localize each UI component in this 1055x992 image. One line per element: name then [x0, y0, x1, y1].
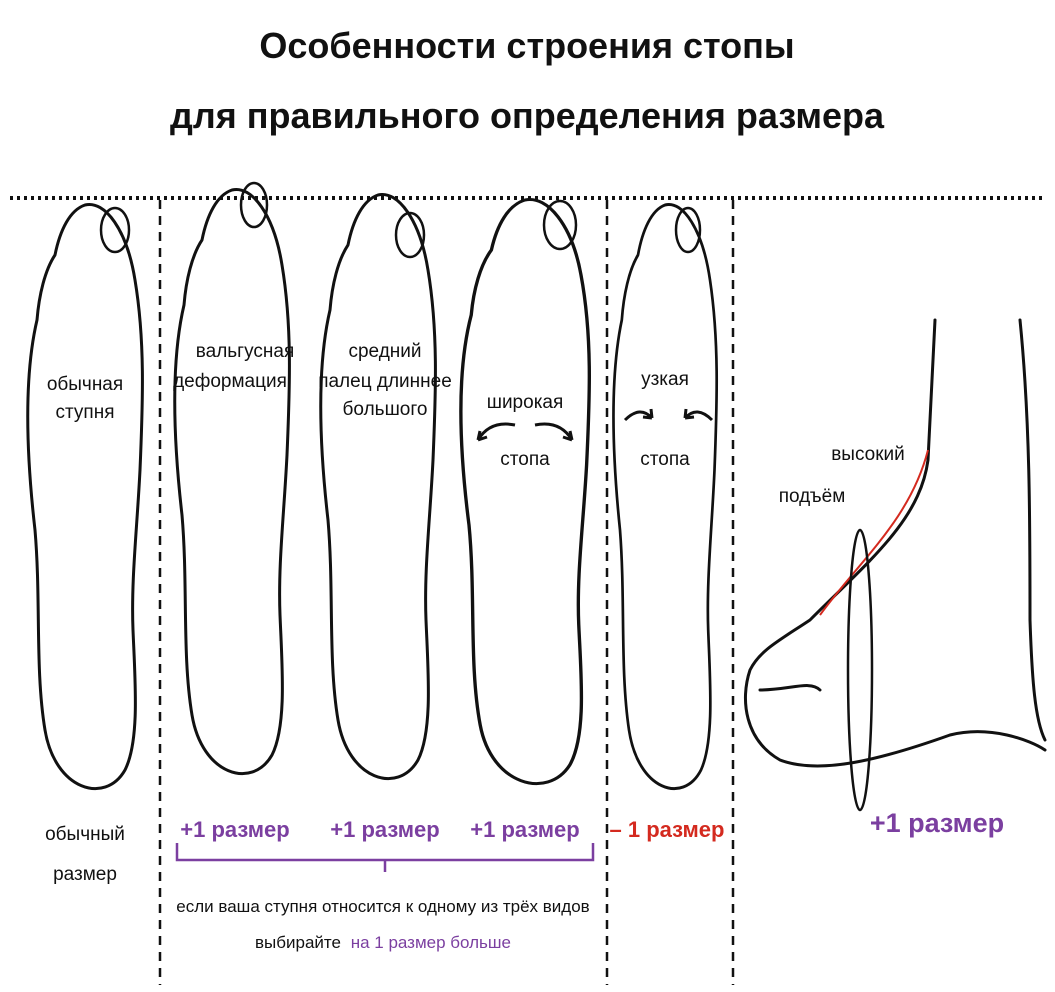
- foot-label: широкая: [487, 392, 564, 413]
- foot-label: высокий: [831, 444, 905, 465]
- foot: [459, 197, 592, 786]
- foot-label: палец длиннее: [318, 371, 452, 392]
- foot-label: подъём: [779, 486, 846, 507]
- foot-label: большого: [343, 399, 428, 420]
- foot: [611, 202, 719, 791]
- foot-drawings: [26, 181, 1047, 812]
- size-label: размер: [53, 864, 117, 885]
- side-foot: [743, 318, 1047, 768]
- size-label: – 1 размер: [610, 817, 725, 842]
- toes: [99, 181, 702, 259]
- instep: [819, 449, 929, 616]
- foot: [173, 187, 291, 776]
- foot-label: узкая: [641, 369, 689, 390]
- size-label: +1 размер: [870, 808, 1004, 838]
- title-line: для правильного определения размера: [170, 95, 885, 136]
- foot-label: деформация: [173, 371, 287, 392]
- foot-label: обычная: [47, 374, 123, 395]
- bracket: [175, 843, 595, 872]
- size-label: обычный: [45, 824, 125, 845]
- note-text: выбирайте: [255, 933, 341, 952]
- note-line: выбирайте на 1 размер больше: [255, 933, 511, 952]
- note-highlight: на 1 размер больше: [351, 933, 511, 952]
- title-line: Особенности строения стопы: [259, 25, 794, 66]
- measure-ring: [846, 528, 874, 812]
- foot: [26, 202, 144, 791]
- foot-label: стопа: [500, 449, 550, 470]
- size-label: +1 размер: [180, 817, 289, 842]
- foot-label: вальгусная: [196, 341, 295, 362]
- size-label: +1 размер: [470, 817, 579, 842]
- arrows: [476, 408, 714, 442]
- note-line: если ваша ступня относится к одному из т…: [176, 897, 589, 916]
- foot-label: средний: [348, 341, 421, 362]
- foot: [319, 192, 437, 781]
- size-label: +1 размер: [330, 817, 439, 842]
- foot-label: ступня: [56, 402, 115, 423]
- foot-label: стопа: [640, 449, 690, 470]
